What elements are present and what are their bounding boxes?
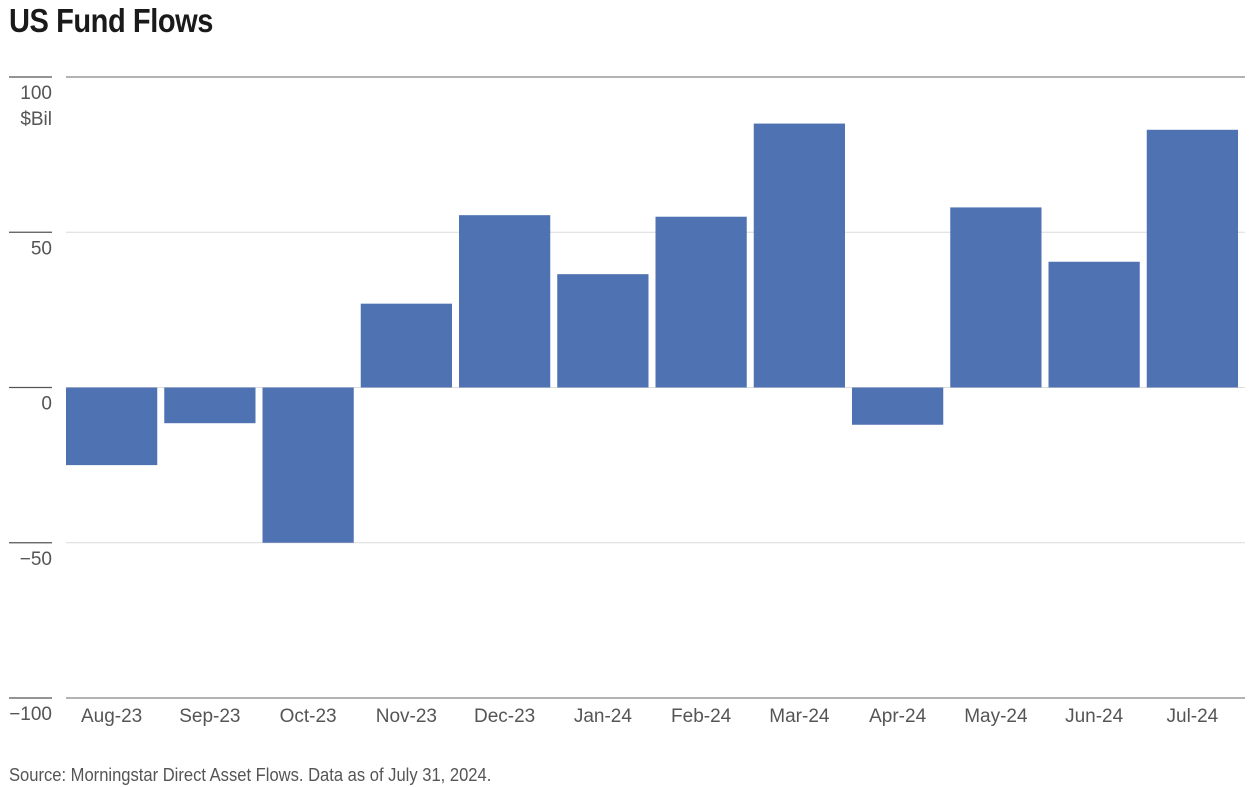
bar [950, 207, 1042, 388]
x-tick-label: Mar-24 [769, 706, 830, 727]
x-tick-label: Feb-24 [671, 706, 732, 727]
x-tick-label: May-24 [964, 706, 1028, 727]
x-tick-label: Nov-23 [376, 706, 437, 727]
x-tick-label: Oct-23 [280, 706, 337, 727]
x-tick-label: Jul-24 [1167, 706, 1219, 727]
bar-chart: 100 $Bil 50 0 −50 −100 Aug-23 Sep-23 Oct-23 Nov-2… [9, 76, 1245, 727]
y-tick-label: −100 [9, 704, 52, 725]
source-note: Source: Morningstar Direct Asset Flows. … [9, 765, 492, 785]
y-tick-label: 100 [20, 83, 52, 104]
y-tick-label: −50 [20, 549, 52, 570]
y-unit-label: $Bil [20, 109, 52, 130]
bar [164, 387, 256, 424]
chart-title: US Fund Flows [9, 2, 214, 39]
x-tick-label: Aug-23 [81, 706, 142, 727]
x-tick-label: Apr-24 [869, 706, 926, 727]
bar [66, 387, 158, 466]
x-tick-label: Dec-23 [474, 706, 535, 727]
x-tick-label: Jun-24 [1065, 706, 1124, 727]
bar [262, 387, 354, 543]
bar [852, 387, 944, 425]
x-tick-label: Jan-24 [574, 706, 633, 727]
bar [557, 274, 649, 388]
bar [753, 123, 845, 388]
x-tick-label: Sep-23 [179, 706, 240, 727]
bar [655, 216, 747, 388]
bar [459, 215, 551, 388]
y-tick-label: 0 [41, 394, 52, 415]
y-tick-label: 50 [31, 238, 52, 259]
bar [1048, 261, 1140, 388]
bar [1146, 129, 1238, 388]
bar [360, 303, 452, 388]
